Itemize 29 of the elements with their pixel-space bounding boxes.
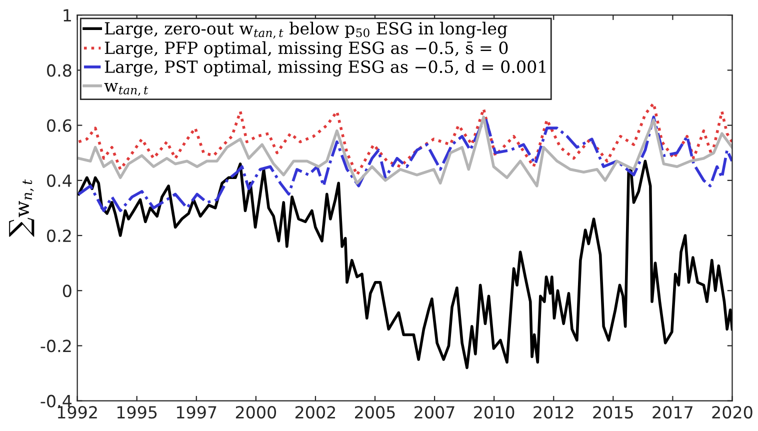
y-axis-title: ∑w$_{n,t}$ [9, 179, 34, 237]
x-tick-label: 2017 [652, 406, 692, 419]
x-tick-label: 2010 [474, 406, 514, 419]
x-tick-label: 1992 [58, 406, 97, 419]
x-tick-label: 2015 [593, 406, 633, 419]
x-tick-label: 2020 [712, 406, 752, 419]
legend-label: w$_{tan,t}$ [104, 82, 148, 96]
y-tick-label: -0.2 [40, 340, 71, 352]
x-tick-label: 2007 [414, 406, 454, 419]
legend-label: Large, zero-out w$_{tan,t}$ below p$_{50}$ ESG in long-leg [104, 22, 508, 39]
y-tick-label: -0.4 [40, 394, 72, 408]
line-series [77, 160, 732, 370]
y-tick-label: 0.6 [47, 119, 72, 132]
line-series [77, 116, 732, 188]
y-tick-label: 1 [64, 9, 71, 22]
legend-label: Large, PST optimal, missing ESG as −0.5, d = 0.001 [104, 60, 546, 76]
x-tick-label: 1995 [117, 406, 157, 419]
x-tick-label: 1997 [177, 406, 216, 419]
line-series [77, 116, 732, 212]
legend-label: Large, PFP optimal, missing ESG as −0.5, s̄ = 0 [104, 41, 508, 58]
line-series [77, 102, 732, 176]
y-tick-label: 0.4 [47, 174, 72, 187]
y-tick-label: 0.8 [47, 64, 72, 77]
x-tick-label: 2012 [534, 406, 574, 419]
x-tick-label: 2002 [295, 406, 336, 419]
y-tick-label: 0.2 [47, 229, 71, 242]
x-tick-label: 2005 [355, 406, 395, 419]
y-tick-label: 0 [62, 284, 72, 298]
x-tick-label: 2000 [236, 406, 276, 419]
